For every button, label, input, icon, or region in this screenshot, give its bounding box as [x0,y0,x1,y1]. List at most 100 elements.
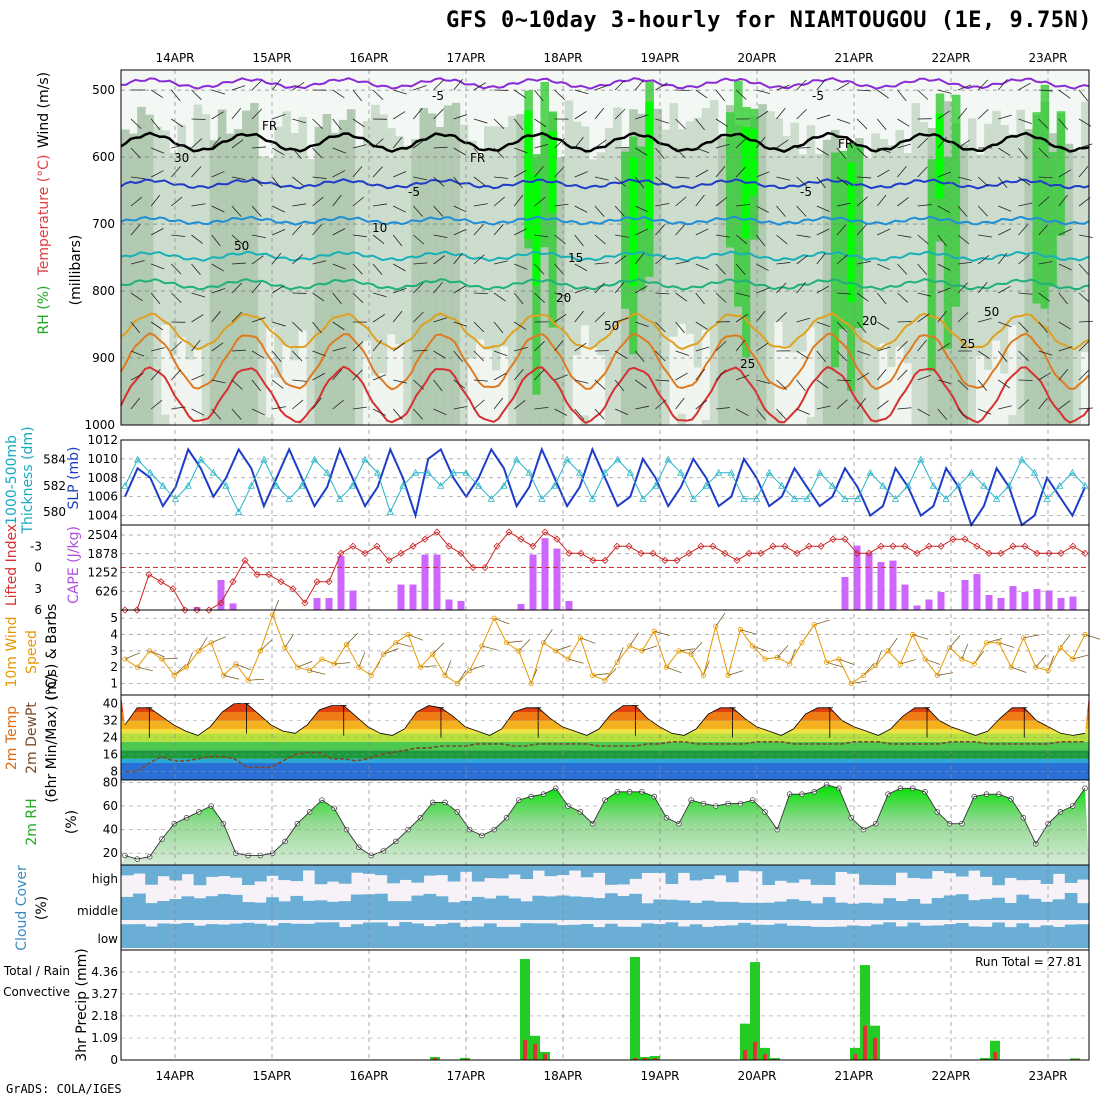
cloud-cell [399,865,412,880]
contour-label: -5 [812,89,824,103]
wind-barb [615,146,630,149]
wind-barb [856,147,868,159]
wind-barb [150,227,164,236]
rh-shade-column [492,126,501,425]
wind-point [430,651,436,657]
thickness-point [133,455,142,463]
wind-barb [171,118,184,128]
wind-barb [554,138,566,149]
rh-shade-column [935,140,945,425]
rh-shade-column [500,127,509,425]
wind-barb [634,176,645,189]
wind-barb [1078,369,1090,381]
pressure-tick-label: 500 [92,83,115,97]
rh-shade-column [879,139,888,425]
cape-bar [985,595,993,610]
wind-barb [897,292,909,303]
contour-label: 50 [984,305,999,319]
wind-barb [433,79,444,91]
wind-barb [949,635,961,648]
rh-shade-column [411,139,420,425]
wind-barb [574,342,587,352]
rh-shade-dry [290,360,299,451]
wind-barb [453,205,467,213]
wind-barb [977,408,992,415]
wind-barb [372,203,387,207]
wind-barb [594,234,606,245]
wind-barb [534,292,545,303]
wind-barb [616,647,624,663]
rh-shade-column [225,133,235,426]
rh-shade-dry [596,355,606,446]
cloud-cell [774,901,788,920]
wind-point [257,648,263,654]
wind-point [294,664,300,670]
wind-barb [150,321,163,331]
rh-shade-column [1064,143,1074,425]
thickness-point [942,495,950,502]
li-line [125,531,1086,611]
wind-barb [735,89,747,100]
rh-shade-dry [169,355,178,446]
wind-barb [735,408,749,417]
wind-point [627,643,633,649]
wind-barb [937,205,951,214]
cloud-cell [653,865,667,873]
wind-barb [756,89,770,94]
wind-barb [678,648,695,652]
thickness-tick-label: 582 [43,479,66,493]
wind-barb [534,369,545,381]
wind-barb [574,171,588,178]
wind-point [196,648,202,654]
wind-barb [473,321,485,333]
wind-barb [433,234,448,238]
wind-barb [735,166,746,178]
wind-point [565,656,571,662]
wind-barb [1078,263,1089,275]
wind-barb [655,399,667,410]
wind-barb [392,111,406,120]
rh-shade-bright [935,113,944,199]
cloud-cell [326,922,340,948]
wind-barb [151,347,165,352]
wind-barb [352,369,363,381]
cloud-cell [968,926,981,948]
wind-barb [231,262,246,265]
rh-point [122,852,128,859]
rh-shade-column [314,126,324,425]
rh-shade-column [161,130,170,425]
rh-shade-column [306,159,316,425]
wind-barb [453,321,468,327]
wind-barb [493,147,505,159]
cloud-cell [435,896,449,920]
wind-barb [292,379,307,382]
date-label-top: 15APR [252,51,291,65]
wind-point [873,662,879,669]
wind-barb [776,408,787,420]
rh-shade-dry [806,327,816,418]
cape-bar [229,603,237,610]
cloud-unit: (%) [34,896,50,920]
wind-barb [756,205,769,213]
wind-point [787,661,793,667]
wind-barb [149,650,165,658]
cloud-cell [847,865,860,874]
rh-shade-column [419,108,429,425]
wind-barb [655,118,669,124]
wind-barb [372,339,383,352]
wind-barb [554,166,565,178]
date-label-top: 18APR [543,51,582,65]
wind-barb [897,166,907,178]
wind-barb [352,234,367,238]
cloud-cell [931,865,945,872]
rh-shade-column [330,132,340,425]
date-label-top: 20APR [737,51,776,65]
cloud-cell [1016,923,1030,948]
li-point [121,606,129,614]
wind-point [282,644,288,651]
wind-barb [171,234,186,237]
cloud-cell [399,922,412,948]
wind-point [516,648,522,654]
wind-barb [615,234,629,238]
wind-barb [796,408,810,415]
